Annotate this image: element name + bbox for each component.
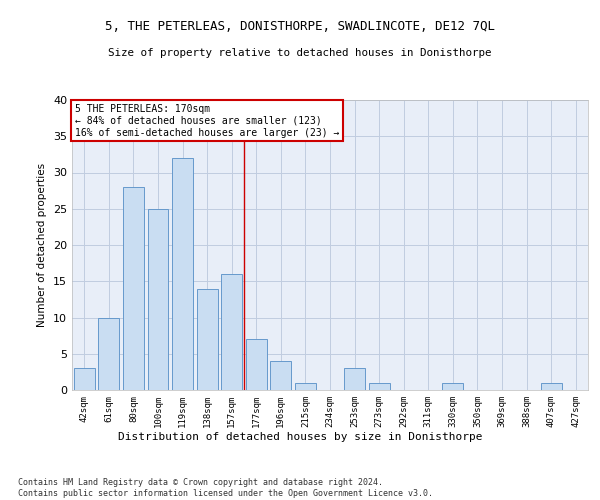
Bar bbox=[123, 187, 144, 390]
Bar bbox=[98, 318, 119, 390]
Bar bbox=[368, 383, 389, 390]
Bar bbox=[197, 288, 218, 390]
Bar bbox=[344, 368, 365, 390]
Bar bbox=[442, 383, 463, 390]
Text: 5 THE PETERLEAS: 170sqm
← 84% of detached houses are smaller (123)
16% of semi-d: 5 THE PETERLEAS: 170sqm ← 84% of detache… bbox=[74, 104, 339, 138]
Y-axis label: Number of detached properties: Number of detached properties bbox=[37, 163, 47, 327]
Bar bbox=[148, 209, 169, 390]
Text: Distribution of detached houses by size in Donisthorpe: Distribution of detached houses by size … bbox=[118, 432, 482, 442]
Bar bbox=[295, 383, 316, 390]
Bar bbox=[271, 361, 292, 390]
Text: Size of property relative to detached houses in Donisthorpe: Size of property relative to detached ho… bbox=[108, 48, 492, 58]
Bar bbox=[246, 339, 267, 390]
Bar bbox=[172, 158, 193, 390]
Text: 5, THE PETERLEAS, DONISTHORPE, SWADLINCOTE, DE12 7QL: 5, THE PETERLEAS, DONISTHORPE, SWADLINCO… bbox=[105, 20, 495, 33]
Bar bbox=[541, 383, 562, 390]
Bar bbox=[74, 368, 95, 390]
Text: Contains HM Land Registry data © Crown copyright and database right 2024.
Contai: Contains HM Land Registry data © Crown c… bbox=[18, 478, 433, 498]
Bar bbox=[221, 274, 242, 390]
